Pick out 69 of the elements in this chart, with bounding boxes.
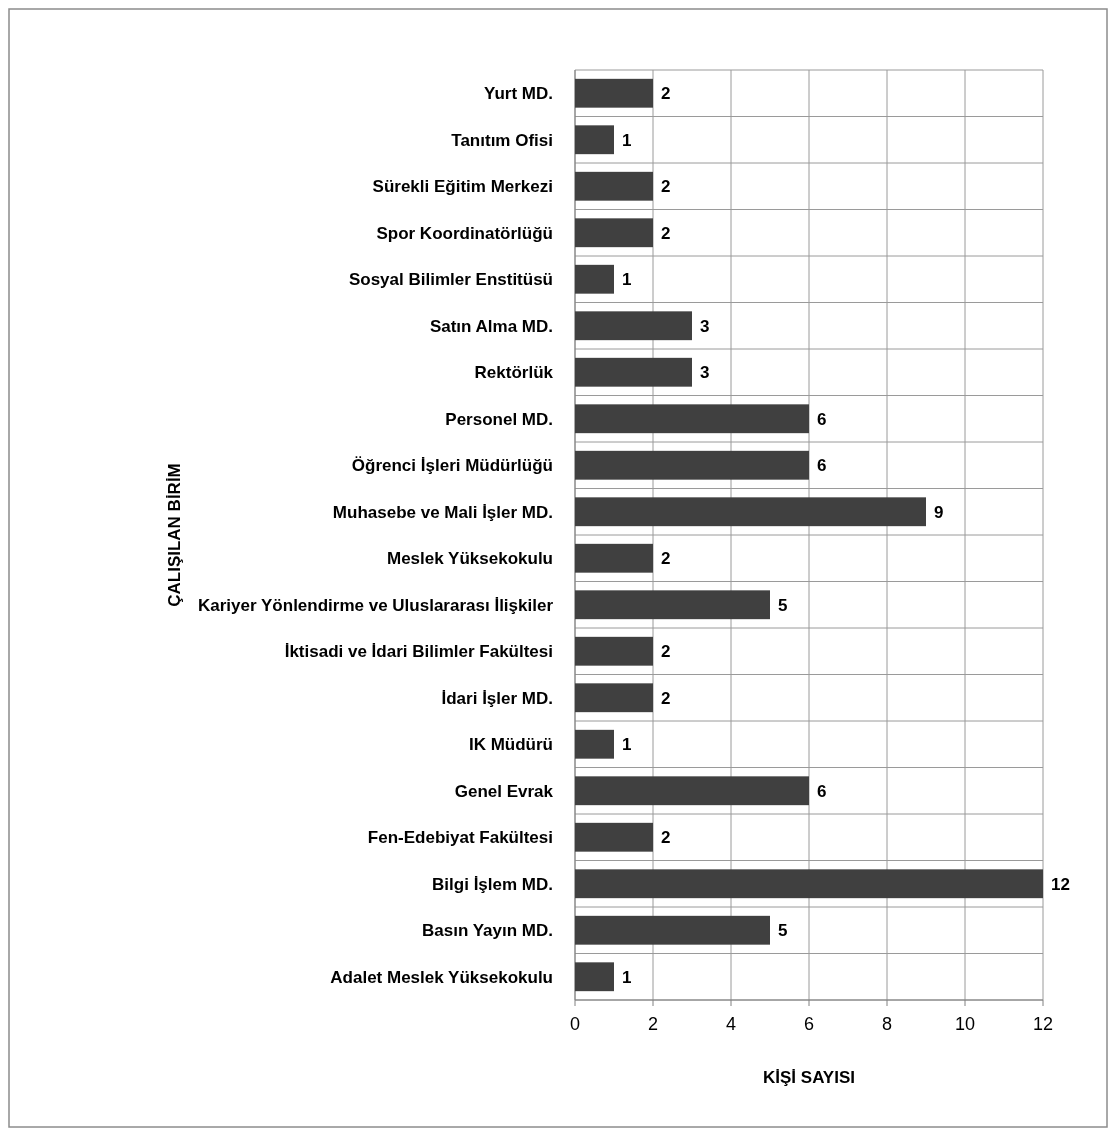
y-tick-label: Bilgi İşlem MD.: [432, 874, 553, 894]
bar: [575, 543, 653, 573]
y-tick-label: İdari İşler MD.: [441, 688, 553, 708]
y-tick-label: Adalet Meslek Yüksekokulu: [330, 967, 553, 987]
bar: [575, 776, 809, 806]
x-tick-label: 0: [569, 1014, 581, 1034]
y-tick-label: Genel Evrak: [454, 781, 554, 801]
data-label: 9: [934, 502, 944, 522]
x-tick-label: 10: [954, 1014, 976, 1034]
y-tick-label: Meslek Yüksekokulu: [387, 549, 553, 569]
data-label: 5: [778, 595, 788, 615]
bar: [575, 729, 614, 759]
y-tick-label: Rektörlük: [474, 363, 554, 383]
bar: [575, 683, 653, 713]
bar: [575, 636, 653, 666]
y-tick-label: Basın Yayın MD.: [421, 921, 553, 941]
data-label: 6: [817, 456, 827, 476]
y-tick-label: Sosyal Bilimler Enstitüsü: [348, 270, 553, 290]
bar: [575, 357, 692, 387]
bar: [575, 869, 1043, 899]
y-tick-label: Sürekli Eğitim Merkezi: [372, 177, 553, 197]
data-label: 3: [700, 316, 710, 336]
bar: [575, 311, 692, 341]
y-tick-label: Fen-Edebiyat Fakültesi: [367, 828, 553, 848]
y-tick-label: Öğrenci İşleri Müdürlüğü: [351, 456, 553, 476]
y-tick-label: Muhasebe ve Mali İşler MD.: [332, 502, 553, 522]
bar: [575, 590, 770, 620]
data-label: 2: [661, 223, 671, 243]
data-label: 1: [622, 130, 632, 150]
bar: [575, 171, 653, 201]
y-tick-label: Tanıtım Ofisi: [451, 130, 553, 150]
data-label: 12: [1051, 874, 1070, 894]
data-label: 2: [661, 688, 671, 708]
y-tick-label: Kariyer Yönlendirme ve Uluslararası İlişkiler: [198, 595, 554, 615]
y-tick-label: IK Müdürü: [468, 735, 553, 755]
x-tick-label: 8: [881, 1014, 893, 1034]
x-tick-label: 12: [1032, 1014, 1054, 1034]
bar: [575, 125, 614, 155]
bar: [575, 450, 809, 480]
y-tick-label: İktisadi ve İdari Bilimler Fakültesi: [284, 642, 553, 662]
data-label: 2: [661, 828, 671, 848]
data-label: 1: [622, 967, 632, 987]
y-tick-label: Yurt MD.: [484, 84, 553, 104]
data-label: 2: [661, 84, 671, 104]
y-tick-label: Spor Koordinatörlüğü: [376, 223, 553, 243]
data-label: 1: [622, 270, 632, 290]
data-label: 2: [661, 549, 671, 569]
bar: [575, 915, 770, 945]
data-label: 6: [817, 781, 827, 801]
data-label: 5: [778, 921, 788, 941]
y-tick-label: Satın Alma MD.: [429, 316, 553, 336]
x-tick-label: 2: [647, 1014, 659, 1034]
data-label: 1: [622, 735, 632, 755]
y-tick-label: Personel MD.: [445, 409, 553, 429]
x-tick-label: 6: [803, 1014, 815, 1034]
x-tick-label: 4: [725, 1014, 737, 1034]
y-axis-title: ÇALIŞILAN BİRİM: [165, 463, 184, 607]
bar: [575, 404, 809, 434]
bar: [575, 822, 653, 852]
data-label: 2: [661, 177, 671, 197]
x-axis-title: KİŞİ SAYISI: [763, 1068, 855, 1087]
data-label: 2: [661, 642, 671, 662]
bar: [575, 78, 653, 108]
bar: [575, 962, 614, 992]
data-label: 3: [700, 363, 710, 383]
bar: [575, 497, 926, 527]
bar: [575, 218, 653, 248]
data-label: 6: [817, 409, 827, 429]
bar: [575, 264, 614, 294]
